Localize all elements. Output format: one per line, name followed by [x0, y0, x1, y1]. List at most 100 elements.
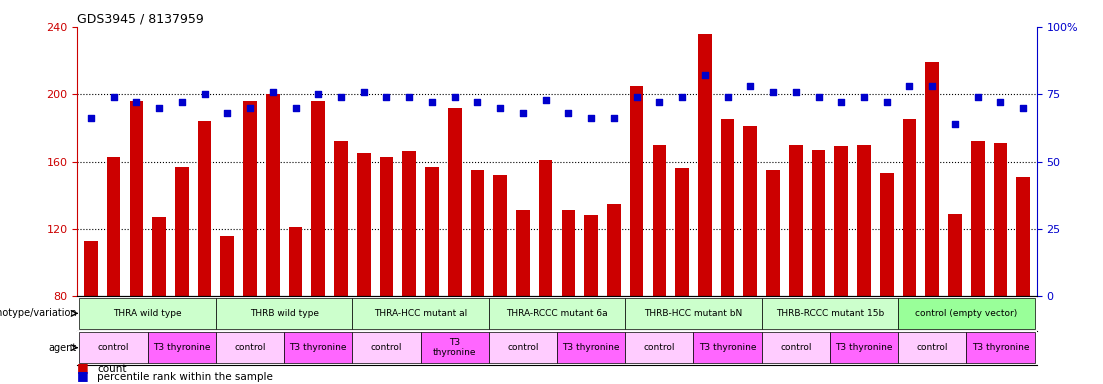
- Point: [218, 110, 236, 116]
- Text: agent: agent: [49, 343, 77, 353]
- Text: control: control: [98, 343, 129, 352]
- Point: [128, 99, 146, 105]
- Point: [628, 94, 645, 100]
- Point: [105, 94, 122, 100]
- Point: [741, 83, 759, 89]
- Point: [469, 99, 486, 105]
- FancyBboxPatch shape: [829, 332, 898, 363]
- Point: [400, 94, 418, 100]
- Point: [582, 115, 600, 121]
- Bar: [289, 227, 302, 296]
- Point: [992, 99, 1009, 105]
- Text: T3 thyronine: T3 thyronine: [153, 343, 211, 352]
- Point: [559, 110, 577, 116]
- FancyBboxPatch shape: [966, 332, 1035, 363]
- Bar: [493, 175, 507, 296]
- FancyBboxPatch shape: [216, 332, 285, 363]
- Point: [332, 94, 350, 100]
- Point: [514, 110, 532, 116]
- FancyBboxPatch shape: [625, 332, 694, 363]
- Point: [786, 88, 804, 94]
- Bar: [949, 214, 962, 296]
- Bar: [129, 101, 143, 296]
- Bar: [789, 145, 803, 296]
- Point: [537, 96, 555, 103]
- FancyBboxPatch shape: [625, 298, 762, 329]
- Point: [696, 72, 714, 78]
- FancyBboxPatch shape: [762, 298, 898, 329]
- Point: [810, 94, 827, 100]
- Bar: [607, 204, 621, 296]
- Text: THRA-HCC mutant al: THRA-HCC mutant al: [374, 309, 468, 318]
- Text: T3 thyronine: T3 thyronine: [699, 343, 757, 352]
- FancyBboxPatch shape: [898, 332, 966, 363]
- Point: [878, 99, 896, 105]
- Text: THRB wild type: THRB wild type: [249, 309, 319, 318]
- Point: [651, 99, 668, 105]
- Bar: [630, 86, 643, 296]
- Point: [355, 88, 373, 94]
- Bar: [425, 167, 439, 296]
- Point: [150, 104, 168, 111]
- Point: [424, 99, 441, 105]
- Bar: [379, 157, 394, 296]
- Point: [923, 83, 941, 89]
- Text: control (empty vector): control (empty vector): [915, 309, 1017, 318]
- FancyBboxPatch shape: [420, 332, 489, 363]
- Bar: [403, 151, 416, 296]
- Text: control: control: [371, 343, 403, 352]
- Point: [173, 99, 191, 105]
- Text: THRA wild type: THRA wild type: [114, 309, 182, 318]
- Bar: [311, 101, 325, 296]
- Text: THRA-RCCC mutant 6a: THRA-RCCC mutant 6a: [506, 309, 608, 318]
- Text: control: control: [234, 343, 266, 352]
- FancyBboxPatch shape: [557, 332, 625, 363]
- Bar: [675, 168, 689, 296]
- Point: [264, 88, 281, 94]
- Text: percentile rank within the sample: percentile rank within the sample: [97, 372, 272, 382]
- Text: T3 thyronine: T3 thyronine: [972, 343, 1029, 352]
- Bar: [925, 62, 939, 296]
- FancyBboxPatch shape: [898, 298, 1035, 329]
- Bar: [720, 119, 735, 296]
- Point: [491, 104, 508, 111]
- Point: [242, 104, 259, 111]
- Text: control: control: [643, 343, 675, 352]
- FancyBboxPatch shape: [489, 298, 625, 329]
- Point: [310, 91, 328, 97]
- Text: control: control: [780, 343, 812, 352]
- Bar: [175, 167, 189, 296]
- Bar: [243, 101, 257, 296]
- Bar: [197, 121, 212, 296]
- Point: [901, 83, 919, 89]
- FancyBboxPatch shape: [352, 298, 489, 329]
- Text: T3 thyronine: T3 thyronine: [835, 343, 892, 352]
- Text: ■: ■: [77, 361, 89, 374]
- Bar: [585, 215, 598, 296]
- Point: [1015, 104, 1032, 111]
- Text: genotype/variation: genotype/variation: [0, 308, 77, 318]
- Bar: [107, 157, 120, 296]
- Bar: [1016, 177, 1030, 296]
- Bar: [653, 145, 666, 296]
- Bar: [334, 141, 347, 296]
- Point: [82, 115, 99, 121]
- Text: T3 thyronine: T3 thyronine: [563, 343, 620, 352]
- Bar: [835, 146, 848, 296]
- Text: T3
thyronine: T3 thyronine: [433, 338, 476, 358]
- Bar: [357, 153, 371, 296]
- Point: [764, 88, 782, 94]
- FancyBboxPatch shape: [216, 298, 352, 329]
- Bar: [221, 236, 234, 296]
- Bar: [84, 241, 98, 296]
- Bar: [448, 108, 461, 296]
- Text: GDS3945 / 8137959: GDS3945 / 8137959: [77, 13, 204, 26]
- Point: [673, 94, 690, 100]
- Text: THRB-HCC mutant bN: THRB-HCC mutant bN: [644, 309, 742, 318]
- Bar: [971, 141, 985, 296]
- Bar: [516, 210, 529, 296]
- Text: control: control: [917, 343, 947, 352]
- Bar: [471, 170, 484, 296]
- Bar: [698, 34, 711, 296]
- FancyBboxPatch shape: [79, 332, 148, 363]
